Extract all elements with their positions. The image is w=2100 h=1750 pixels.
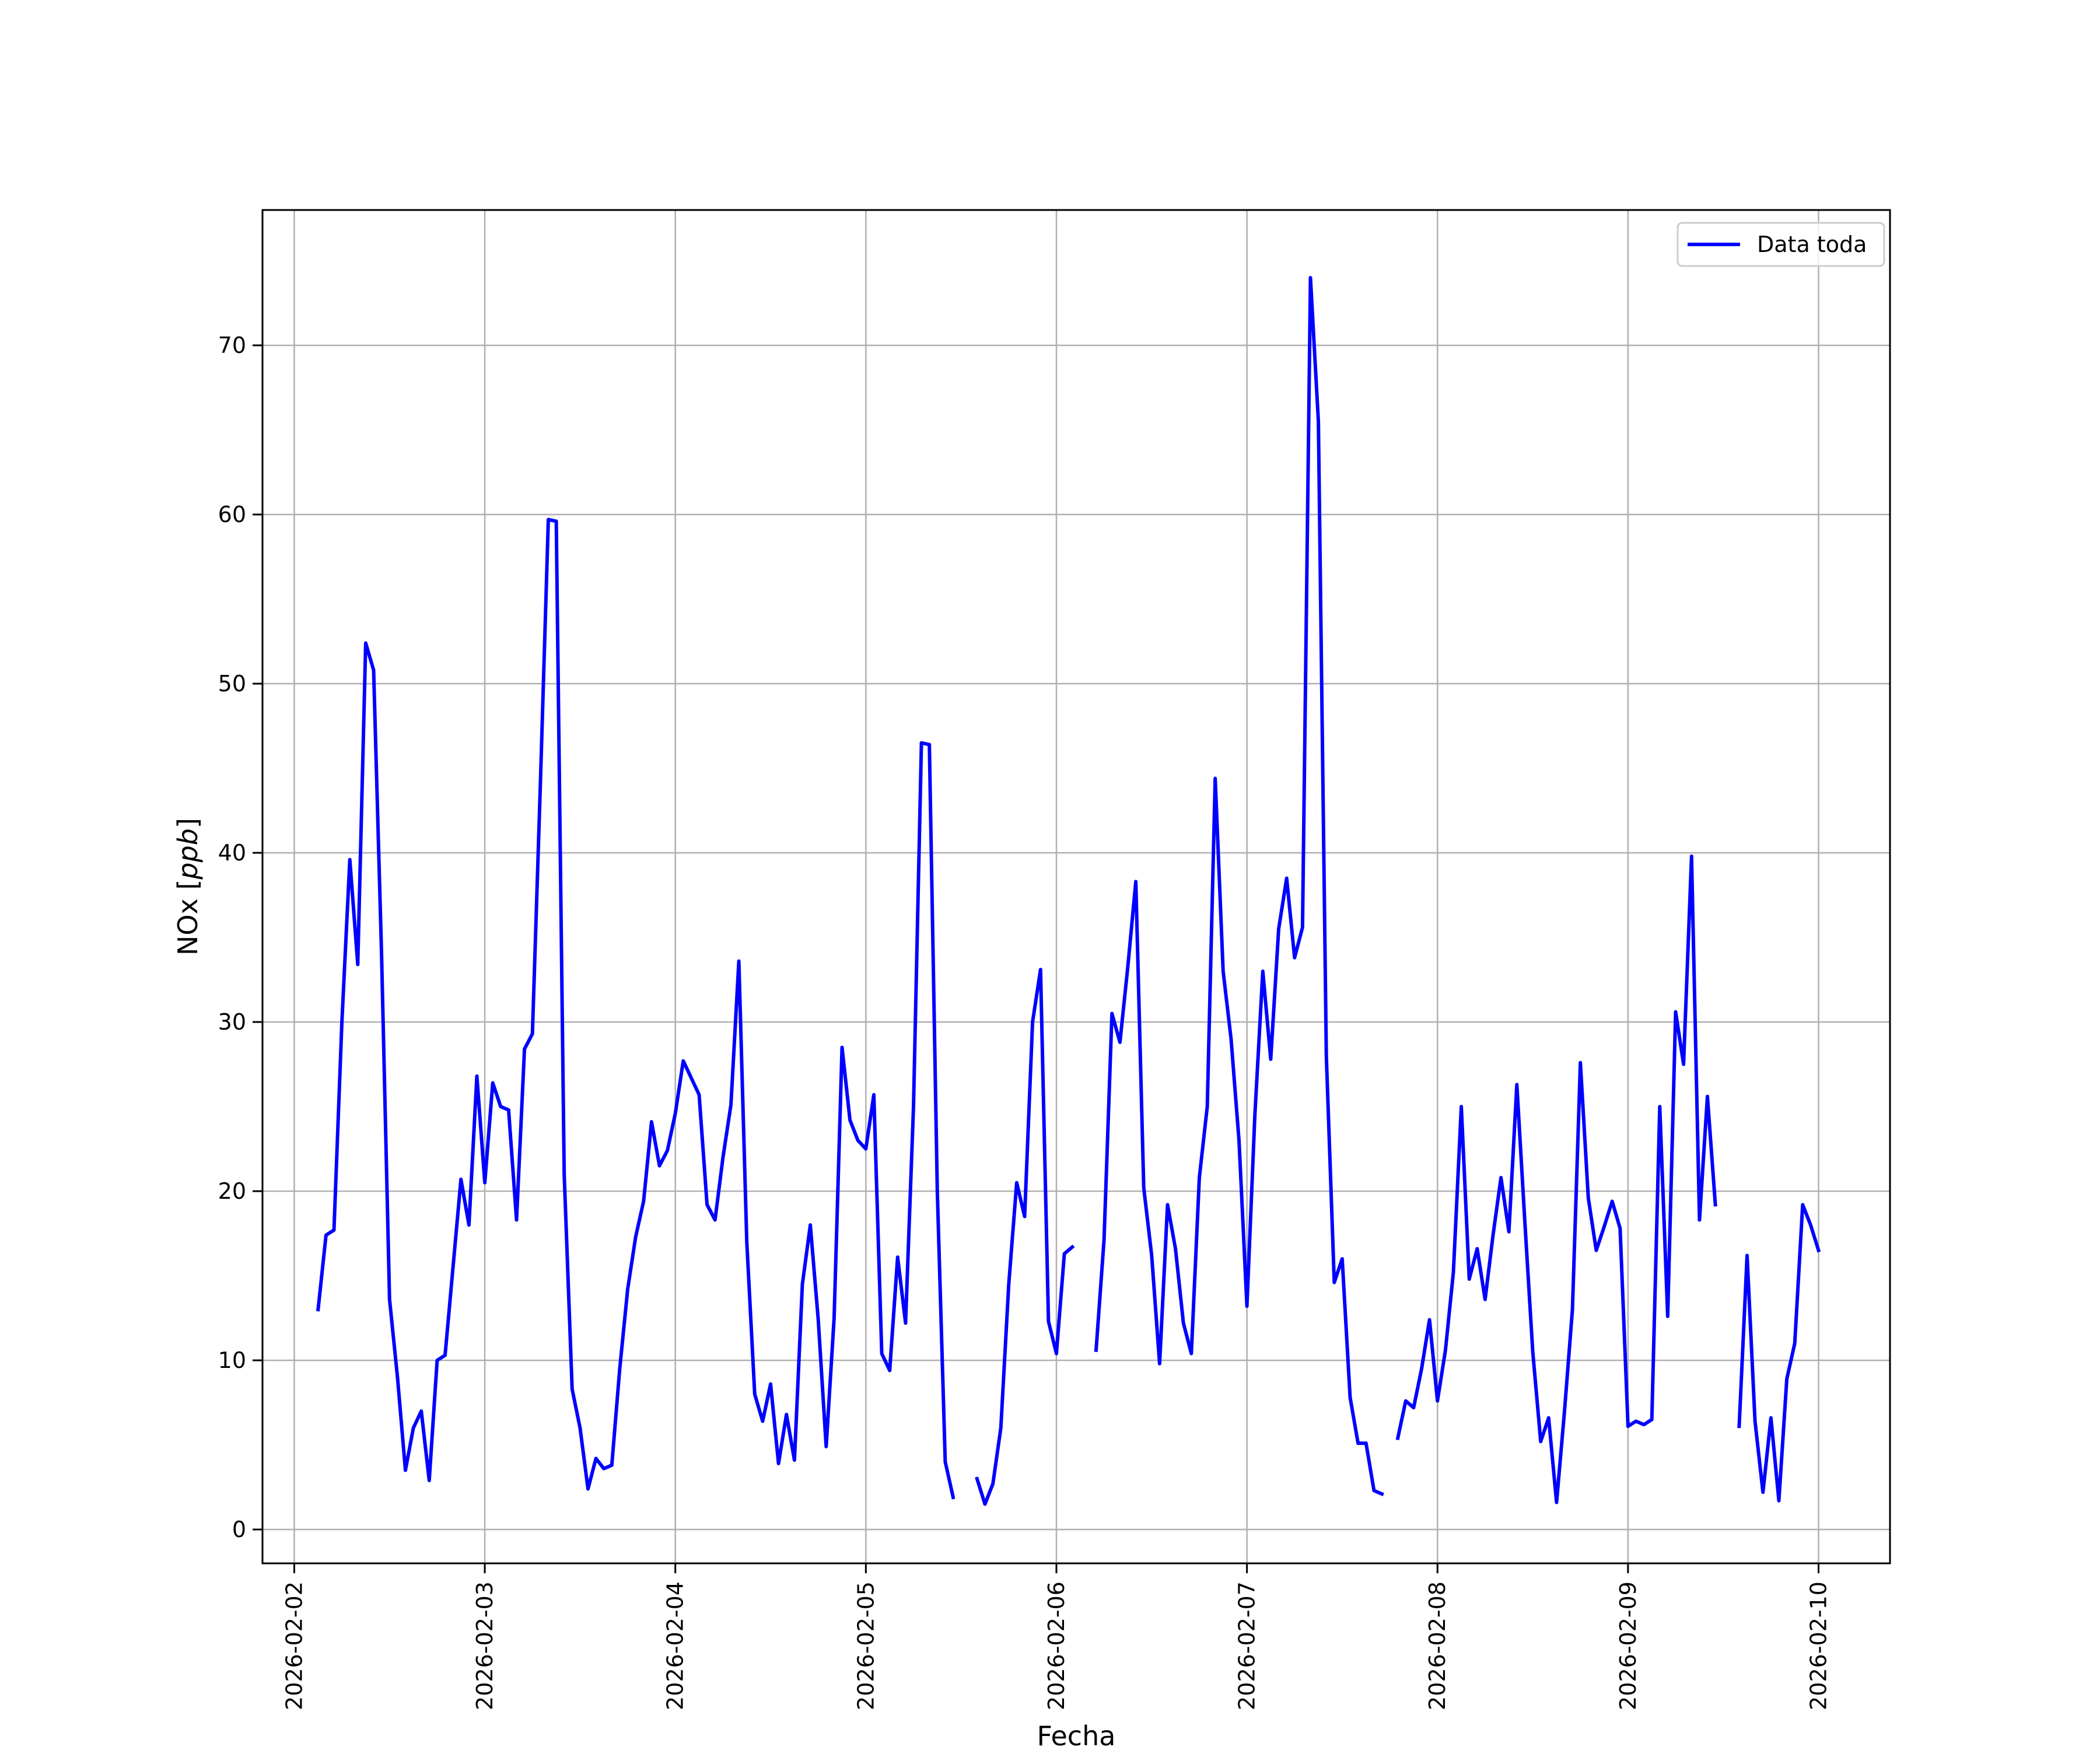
y-tick-label: 60 [218, 502, 246, 527]
y-axis-title: NOx [ppb] [172, 818, 204, 956]
y-axis-title-close: ] [172, 818, 204, 828]
grid-lines [262, 210, 1890, 1563]
x-tick-label: 2026-02-02 [281, 1581, 307, 1710]
y-axis-title-main: NOx [172, 890, 204, 956]
y-tick-label: 10 [218, 1348, 246, 1373]
y-axis-title-open: [ [172, 880, 204, 890]
x-tick-label: 2026-02-09 [1615, 1581, 1641, 1710]
y-tick-label: 50 [218, 671, 246, 696]
series-line-segment [1395, 854, 1717, 1504]
x-axis-title: Fecha [1037, 1720, 1116, 1750]
series-lines [316, 276, 1821, 1506]
series-line-segment [975, 968, 1075, 1506]
y-tick-label: 30 [218, 1009, 246, 1035]
x-tick-label: 2026-02-10 [1806, 1581, 1832, 1710]
legend: Data toda [1676, 222, 1885, 267]
series-line-segment [1737, 1203, 1821, 1503]
y-tick-label: 40 [218, 840, 246, 866]
series-line-segment [316, 517, 956, 1500]
series-line-segment [1094, 276, 1384, 1497]
x-tick-label: 2026-02-05 [853, 1581, 878, 1710]
y-axis-ticks: 0 10 20 30 40 50 60 70 [218, 332, 262, 1542]
legend-label: Data toda [1757, 232, 1867, 257]
y-tick-label: 20 [218, 1178, 246, 1204]
x-tick-label: 2026-02-06 [1044, 1581, 1069, 1710]
x-tick-label: 2026-02-04 [663, 1581, 688, 1710]
x-tick-label: 2026-02-03 [472, 1581, 498, 1710]
x-axis-ticks: 2026-02-02 2026-02-03 2026-02-04 2026-02-05… [281, 1563, 1832, 1710]
plot-frame [261, 209, 1891, 1564]
y-tick-label: 70 [218, 332, 246, 358]
x-tick-label: 2026-02-07 [1234, 1581, 1260, 1710]
y-tick-label: 0 [232, 1517, 246, 1542]
x-tick-label: 2026-02-08 [1424, 1581, 1450, 1710]
y-axis-title-unit: ppb [172, 828, 204, 880]
legend-box [1676, 222, 1885, 267]
